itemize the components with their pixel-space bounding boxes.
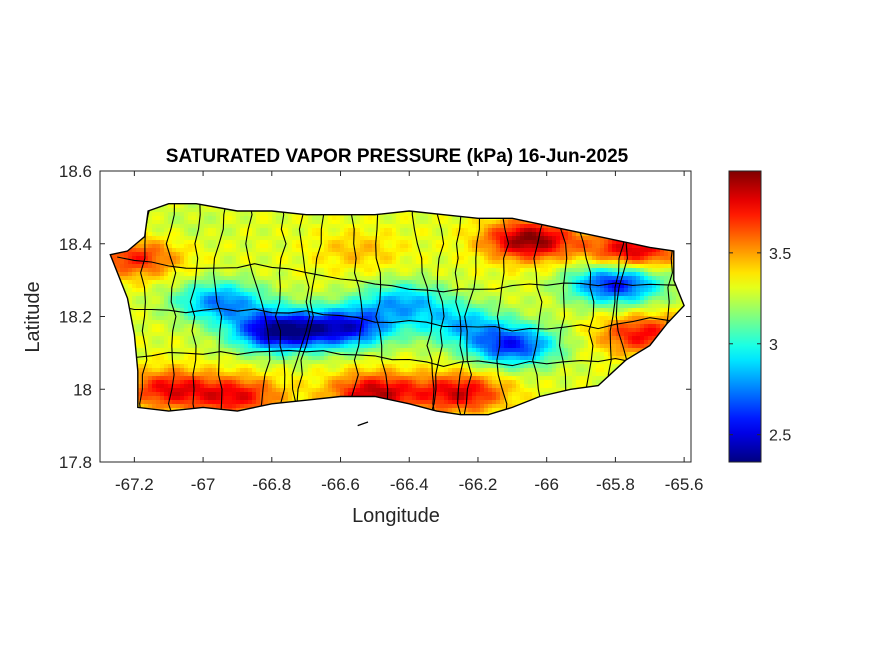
x-axis-ticks: -67.2 -67 -66.8 -66.6 -66.4 -66.2 -66 -65.8 -65.… [115,171,704,494]
y-axis-label: Latitude [22,281,44,352]
y-tick-label: 18.2 [59,308,92,327]
x-axis-label: Longitude [352,505,440,527]
colorbar-tick-label: 3.5 [769,246,791,263]
x-tick-label: -67 [191,475,216,494]
island-coastline [109,203,685,416]
y-tick-label: 18 [73,380,92,399]
x-tick-label: -66.8 [252,475,291,494]
y-axis-ticks: 17.8 18 18.2 18.4 18.6 [59,162,691,472]
x-tick-label: -67.2 [115,475,154,494]
x-tick-label: -66.4 [390,475,429,494]
x-tick-label: -66.6 [321,475,360,494]
colorbar-tick-label: 2.5 [769,428,791,445]
x-tick-label: -66 [534,475,559,494]
colorbar-ticks: 2.5 3 3.5 [729,246,791,445]
y-tick-label: 18.4 [59,235,92,254]
x-tick-label: -65.6 [665,475,704,494]
x-tick-label: -65.8 [596,475,635,494]
y-tick-label: 17.8 [59,453,92,472]
colorbar [728,170,762,463]
colorbar-tick-label: 3 [769,337,778,354]
x-tick-label: -66.2 [459,475,498,494]
municipality-boundaries [117,203,685,415]
figure-title: SATURATED VAPOR PRESSURE (kPa) 16-Jun-20… [166,146,629,167]
y-tick-label: 18.6 [59,162,92,181]
